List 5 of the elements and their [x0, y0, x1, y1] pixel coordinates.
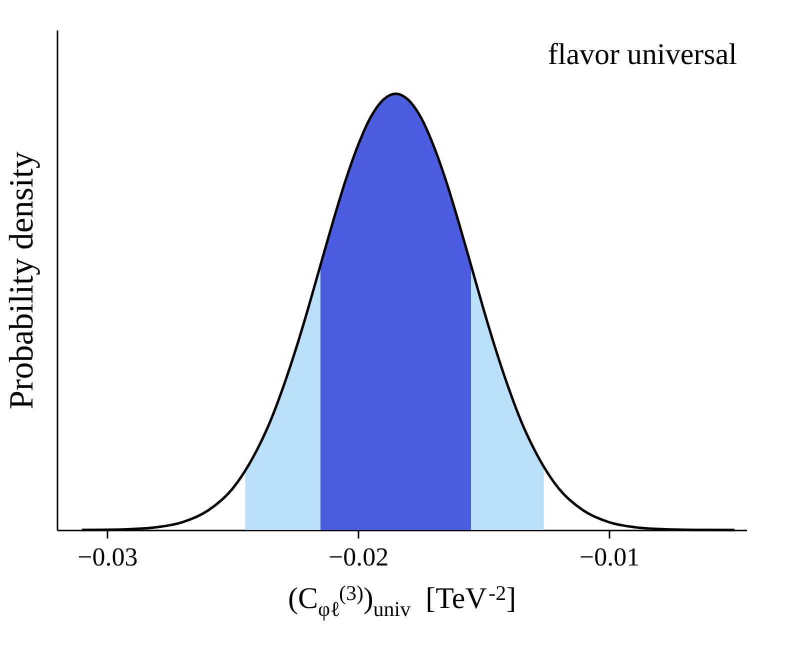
- text: flavor universal: [548, 38, 737, 71]
- x-tick-label: −0.03: [78, 542, 138, 572]
- x-tick-label: −0.01: [579, 542, 640, 572]
- y-axis-title: Probability density: [4, 152, 40, 410]
- x-tick-label: −0.02: [328, 542, 389, 572]
